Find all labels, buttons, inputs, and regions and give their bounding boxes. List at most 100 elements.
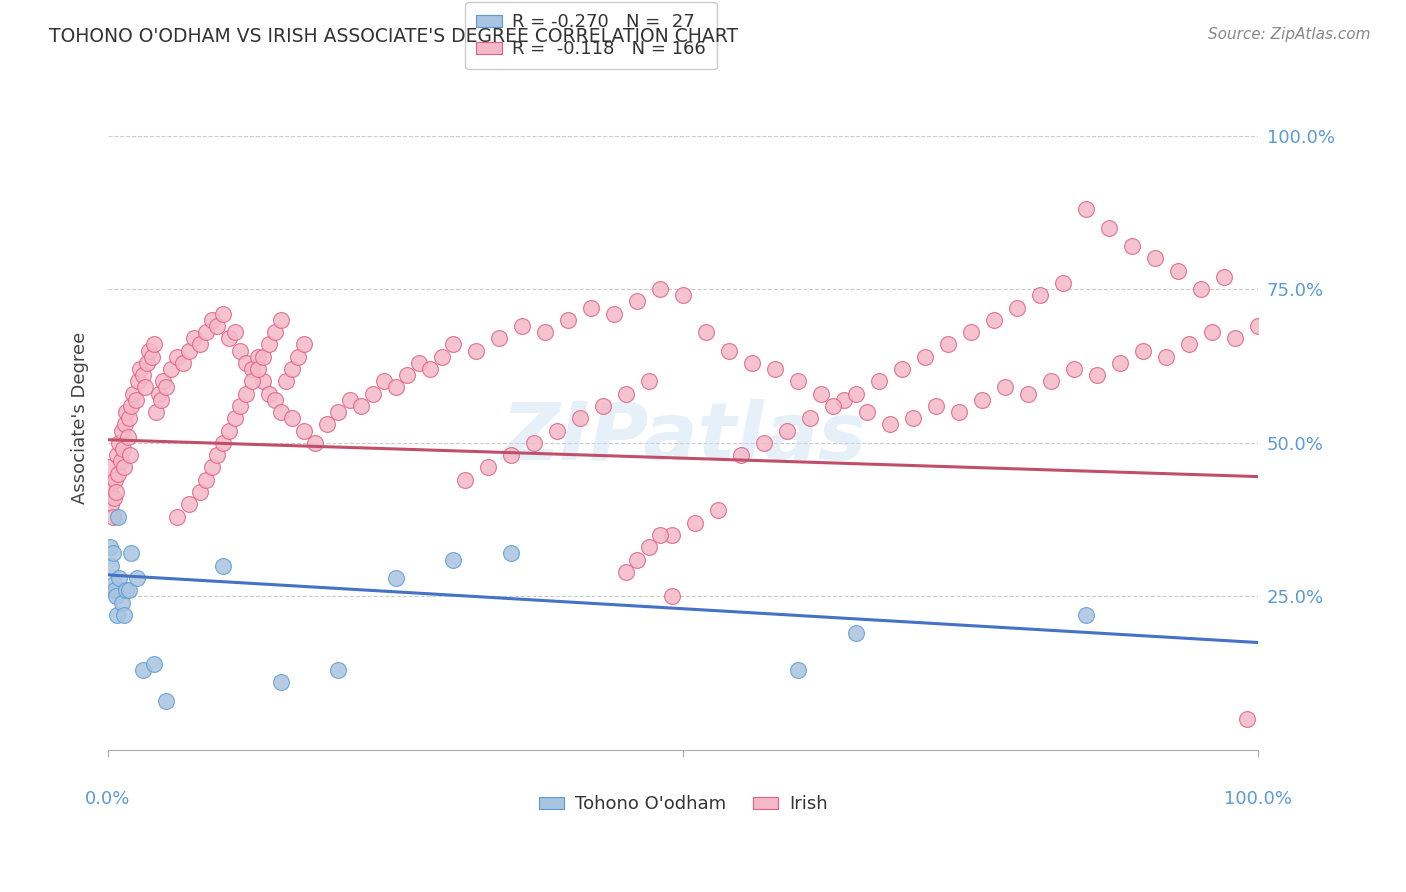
Point xyxy=(568,411,591,425)
Point xyxy=(1132,343,1154,358)
Point xyxy=(614,565,637,579)
Point xyxy=(252,350,274,364)
Point xyxy=(546,424,568,438)
Point xyxy=(441,337,464,351)
Point xyxy=(315,417,337,432)
Point xyxy=(200,460,222,475)
Point xyxy=(118,583,141,598)
Point xyxy=(868,375,890,389)
Point xyxy=(1098,220,1121,235)
Point xyxy=(103,577,125,591)
Point xyxy=(212,558,235,573)
Point xyxy=(661,590,683,604)
Point xyxy=(1074,202,1097,217)
Point xyxy=(138,343,160,358)
Point xyxy=(166,350,188,364)
Point xyxy=(1189,282,1212,296)
Point xyxy=(1247,319,1270,334)
Point xyxy=(120,399,142,413)
Point xyxy=(523,435,546,450)
Point xyxy=(145,405,167,419)
Point xyxy=(183,331,205,345)
Point xyxy=(1212,269,1234,284)
Point xyxy=(1156,350,1178,364)
Point xyxy=(218,331,240,345)
Point xyxy=(105,607,128,622)
Point xyxy=(131,663,153,677)
Point xyxy=(107,467,129,481)
Point xyxy=(465,343,488,358)
Point xyxy=(614,386,637,401)
Text: 100.0%: 100.0% xyxy=(1225,790,1292,808)
Point xyxy=(304,435,326,450)
Point xyxy=(270,313,292,327)
Point xyxy=(172,356,194,370)
Point xyxy=(160,362,183,376)
Point xyxy=(1074,607,1097,622)
Point xyxy=(240,375,263,389)
Point xyxy=(776,424,799,438)
Point xyxy=(408,356,430,370)
Point xyxy=(246,350,269,364)
Point xyxy=(1201,325,1223,339)
Point xyxy=(856,405,879,419)
Point xyxy=(879,417,901,432)
Point xyxy=(787,663,810,677)
Point xyxy=(1085,368,1108,383)
Point xyxy=(120,546,142,560)
Point xyxy=(166,509,188,524)
Text: ZIPatlas: ZIPatlas xyxy=(501,399,866,477)
Point xyxy=(194,325,217,339)
Point xyxy=(695,325,717,339)
Point xyxy=(787,375,810,389)
Point xyxy=(890,362,912,376)
Point xyxy=(108,571,131,585)
Point xyxy=(914,350,936,364)
Point xyxy=(672,288,695,302)
Point xyxy=(1143,252,1166,266)
Point xyxy=(534,325,557,339)
Point xyxy=(637,375,659,389)
Point xyxy=(453,473,475,487)
Point xyxy=(361,386,384,401)
Point xyxy=(263,325,285,339)
Point xyxy=(111,424,134,438)
Point xyxy=(177,497,200,511)
Point xyxy=(136,356,159,370)
Point xyxy=(661,528,683,542)
Point xyxy=(229,399,252,413)
Text: TOHONO O'ODHAM VS IRISH ASSOCIATE'S DEGREE CORRELATION CHART: TOHONO O'ODHAM VS IRISH ASSOCIATE'S DEGR… xyxy=(49,27,738,45)
Point xyxy=(718,343,741,358)
Point xyxy=(229,343,252,358)
Point xyxy=(626,552,648,566)
Point xyxy=(1167,264,1189,278)
Legend: Tohono O'odham, Irish: Tohono O'odham, Irish xyxy=(531,789,835,821)
Point xyxy=(752,435,775,450)
Point xyxy=(441,552,464,566)
Point xyxy=(419,362,441,376)
Point xyxy=(118,448,141,462)
Point xyxy=(143,657,166,671)
Point xyxy=(730,448,752,462)
Point xyxy=(488,331,510,345)
Point xyxy=(112,607,135,622)
Point xyxy=(111,596,134,610)
Point xyxy=(257,386,280,401)
Point xyxy=(1052,276,1074,290)
Point xyxy=(177,343,200,358)
Point xyxy=(218,424,240,438)
Point xyxy=(1121,239,1143,253)
Point xyxy=(118,411,141,425)
Point xyxy=(821,399,844,413)
Point xyxy=(1236,712,1258,726)
Point xyxy=(110,454,132,468)
Point xyxy=(117,430,139,444)
Point xyxy=(763,362,786,376)
Point xyxy=(240,362,263,376)
Point xyxy=(122,386,145,401)
Point xyxy=(384,380,406,394)
Point xyxy=(207,319,229,334)
Point xyxy=(1005,301,1028,315)
Point xyxy=(396,368,419,383)
Point xyxy=(994,380,1017,394)
